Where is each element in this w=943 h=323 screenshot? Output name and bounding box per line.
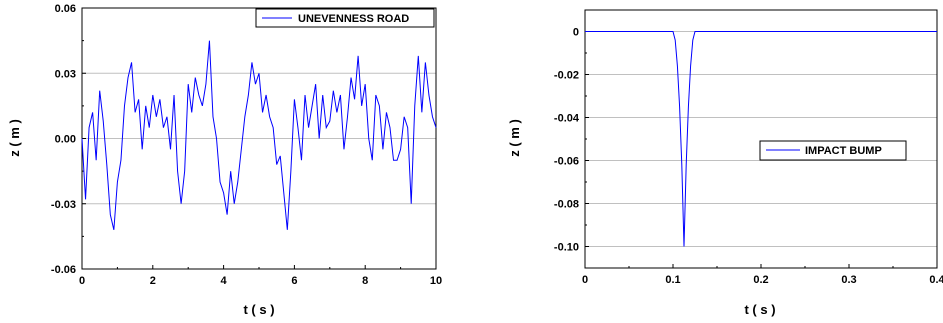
y-tick-label: -0.08 xyxy=(554,199,579,211)
y-tick-label: 0 xyxy=(573,27,579,39)
y-tick-label: -0.04 xyxy=(554,113,580,125)
x-tick-label: 0 xyxy=(79,275,85,287)
y-tick-label: 0.03 xyxy=(55,68,76,80)
x-tick-label: 10 xyxy=(430,275,442,287)
grid-lines-right xyxy=(585,31,937,247)
x-ticks-left: 0 2 4 6 8 10 xyxy=(79,265,442,287)
x-tick-label: 6 xyxy=(291,275,297,287)
legend-box-right xyxy=(759,140,907,161)
legend-label-impact-bump: IMPACT BUMP xyxy=(805,145,882,157)
y-axis-title-left: z ( m ) xyxy=(7,119,22,157)
y-ticks-right: 0 -0.02 -0.04 -0.06 -0.08 -0.10 xyxy=(554,27,589,254)
x-axis-title-left: t ( s ) xyxy=(243,302,274,317)
legend-right: IMPACT BUMP xyxy=(759,140,907,161)
x-tick-label: 4 xyxy=(221,275,228,287)
y-tick-label: -0.03 xyxy=(51,199,76,211)
y-ticks-left: -0.06 -0.03 0.00 0.03 0.06 xyxy=(51,3,86,276)
grid-lines-left xyxy=(82,7,436,270)
y-axis-title-right: z ( m ) xyxy=(507,119,522,157)
plot-frame-right xyxy=(584,9,938,269)
x-tick-label: 0 xyxy=(582,274,588,286)
y-tick-label: -0.02 xyxy=(554,70,579,82)
x-tick-label: 0.3 xyxy=(841,274,856,286)
legend-box-left xyxy=(255,8,435,28)
y-tick-label: -0.06 xyxy=(51,264,76,276)
y-tick-label: -0.10 xyxy=(554,242,579,254)
x-axis-title-right: t ( s ) xyxy=(744,302,775,317)
x-tick-label: 8 xyxy=(362,275,368,287)
chart-impact-bump: 0 0.1 0.2 0.3 0.4 0 -0.02 -0.04 -0.06 -0.08 -0.10… xyxy=(507,9,943,317)
series-line-unevenness-road xyxy=(81,40,437,230)
y-tick-label: -0.06 xyxy=(554,156,579,168)
x-tick-label: 0.1 xyxy=(665,274,680,286)
y-tick-label: 0.06 xyxy=(55,3,76,15)
x-tick-label: 0.2 xyxy=(753,274,768,286)
y-tick-label: 0.00 xyxy=(55,134,76,146)
legend-label-unevenness-road: UNEVENNESS ROAD xyxy=(298,13,409,25)
x-ticks-right: 0 0.1 0.2 0.3 0.4 xyxy=(582,264,943,286)
chart-unevenness: 0 2 4 6 8 10 -0.06 -0.03 0.00 0.03 0.06 UNEVENNES… xyxy=(7,3,442,317)
x-tick-label: 2 xyxy=(150,275,156,287)
legend-left: UNEVENNESS ROAD xyxy=(255,8,435,28)
x-tick-label: 0.4 xyxy=(929,274,943,286)
series-line-impact-bump xyxy=(585,31,937,247)
